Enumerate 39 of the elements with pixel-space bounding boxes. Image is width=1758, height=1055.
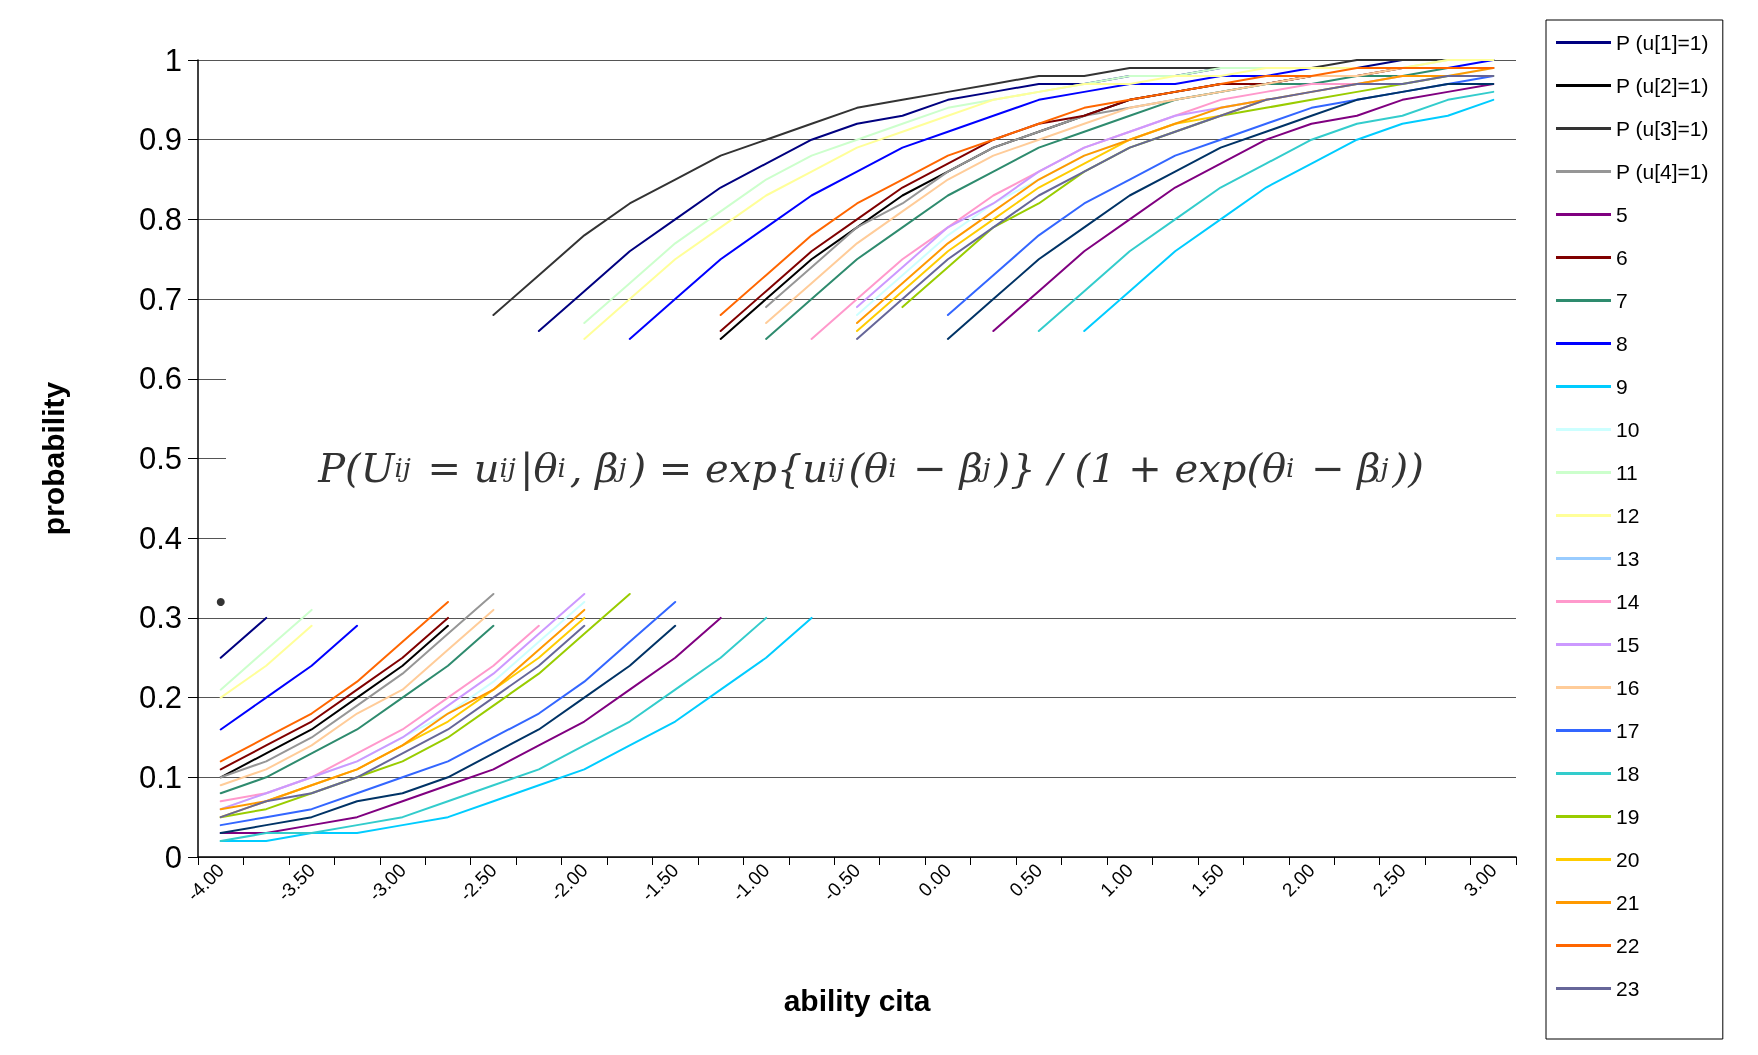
legend-label: 6 (1616, 246, 1628, 269)
y-tick-label: 0.8 (138, 201, 182, 237)
legend-label: P (u[4]=1) (1616, 160, 1709, 183)
legend-label: 13 (1616, 547, 1640, 570)
legend-label: 18 (1616, 762, 1640, 785)
y-tick-label: 0 (164, 839, 182, 875)
legend-label: 7 (1616, 289, 1628, 312)
legend-label: 10 (1616, 418, 1640, 441)
x-tick-label: 3.00 (1459, 859, 1501, 901)
y-tick-label: 0.3 (138, 600, 182, 636)
y-tick-label: 0.9 (138, 122, 182, 158)
y-axis-title: probability (36, 381, 70, 536)
legend-label: 8 (1616, 332, 1628, 355)
legend-label: 16 (1616, 676, 1640, 699)
y-tick-label: 0.7 (138, 281, 182, 317)
legend-label: 17 (1616, 719, 1640, 742)
legend-label: 15 (1616, 633, 1640, 656)
x-tick-label: 0.50 (1005, 859, 1047, 901)
y-tick-label: 0.2 (138, 680, 182, 716)
legend-label: 20 (1616, 848, 1640, 871)
y-tick-label: 0.1 (138, 759, 182, 795)
x-tick-label: 0.00 (914, 859, 956, 901)
legend-label: 21 (1616, 891, 1640, 914)
x-axis-title: ability cita (783, 983, 931, 1017)
legend-label: 22 (1616, 934, 1640, 957)
legend-label: 5 (1616, 203, 1628, 226)
y-tick-label: 0.4 (138, 520, 182, 556)
y-tick-label: 1 (164, 42, 182, 78)
legend-label: 19 (1616, 805, 1640, 828)
legend-label: P (u[3]=1) (1616, 117, 1709, 140)
legend-label: 23 (1616, 977, 1640, 1000)
y-tick-label: 0.5 (138, 441, 182, 476)
y-tick-label: 0.6 (138, 361, 182, 397)
legend-label: 14 (1616, 590, 1640, 613)
legend-label: 9 (1616, 375, 1628, 398)
legend-label: 12 (1616, 504, 1640, 527)
legend-label: P (u[2]=1) (1616, 74, 1709, 97)
legend-label: 11 (1616, 461, 1638, 484)
legend-label: P (u[1]=1) (1616, 31, 1709, 54)
